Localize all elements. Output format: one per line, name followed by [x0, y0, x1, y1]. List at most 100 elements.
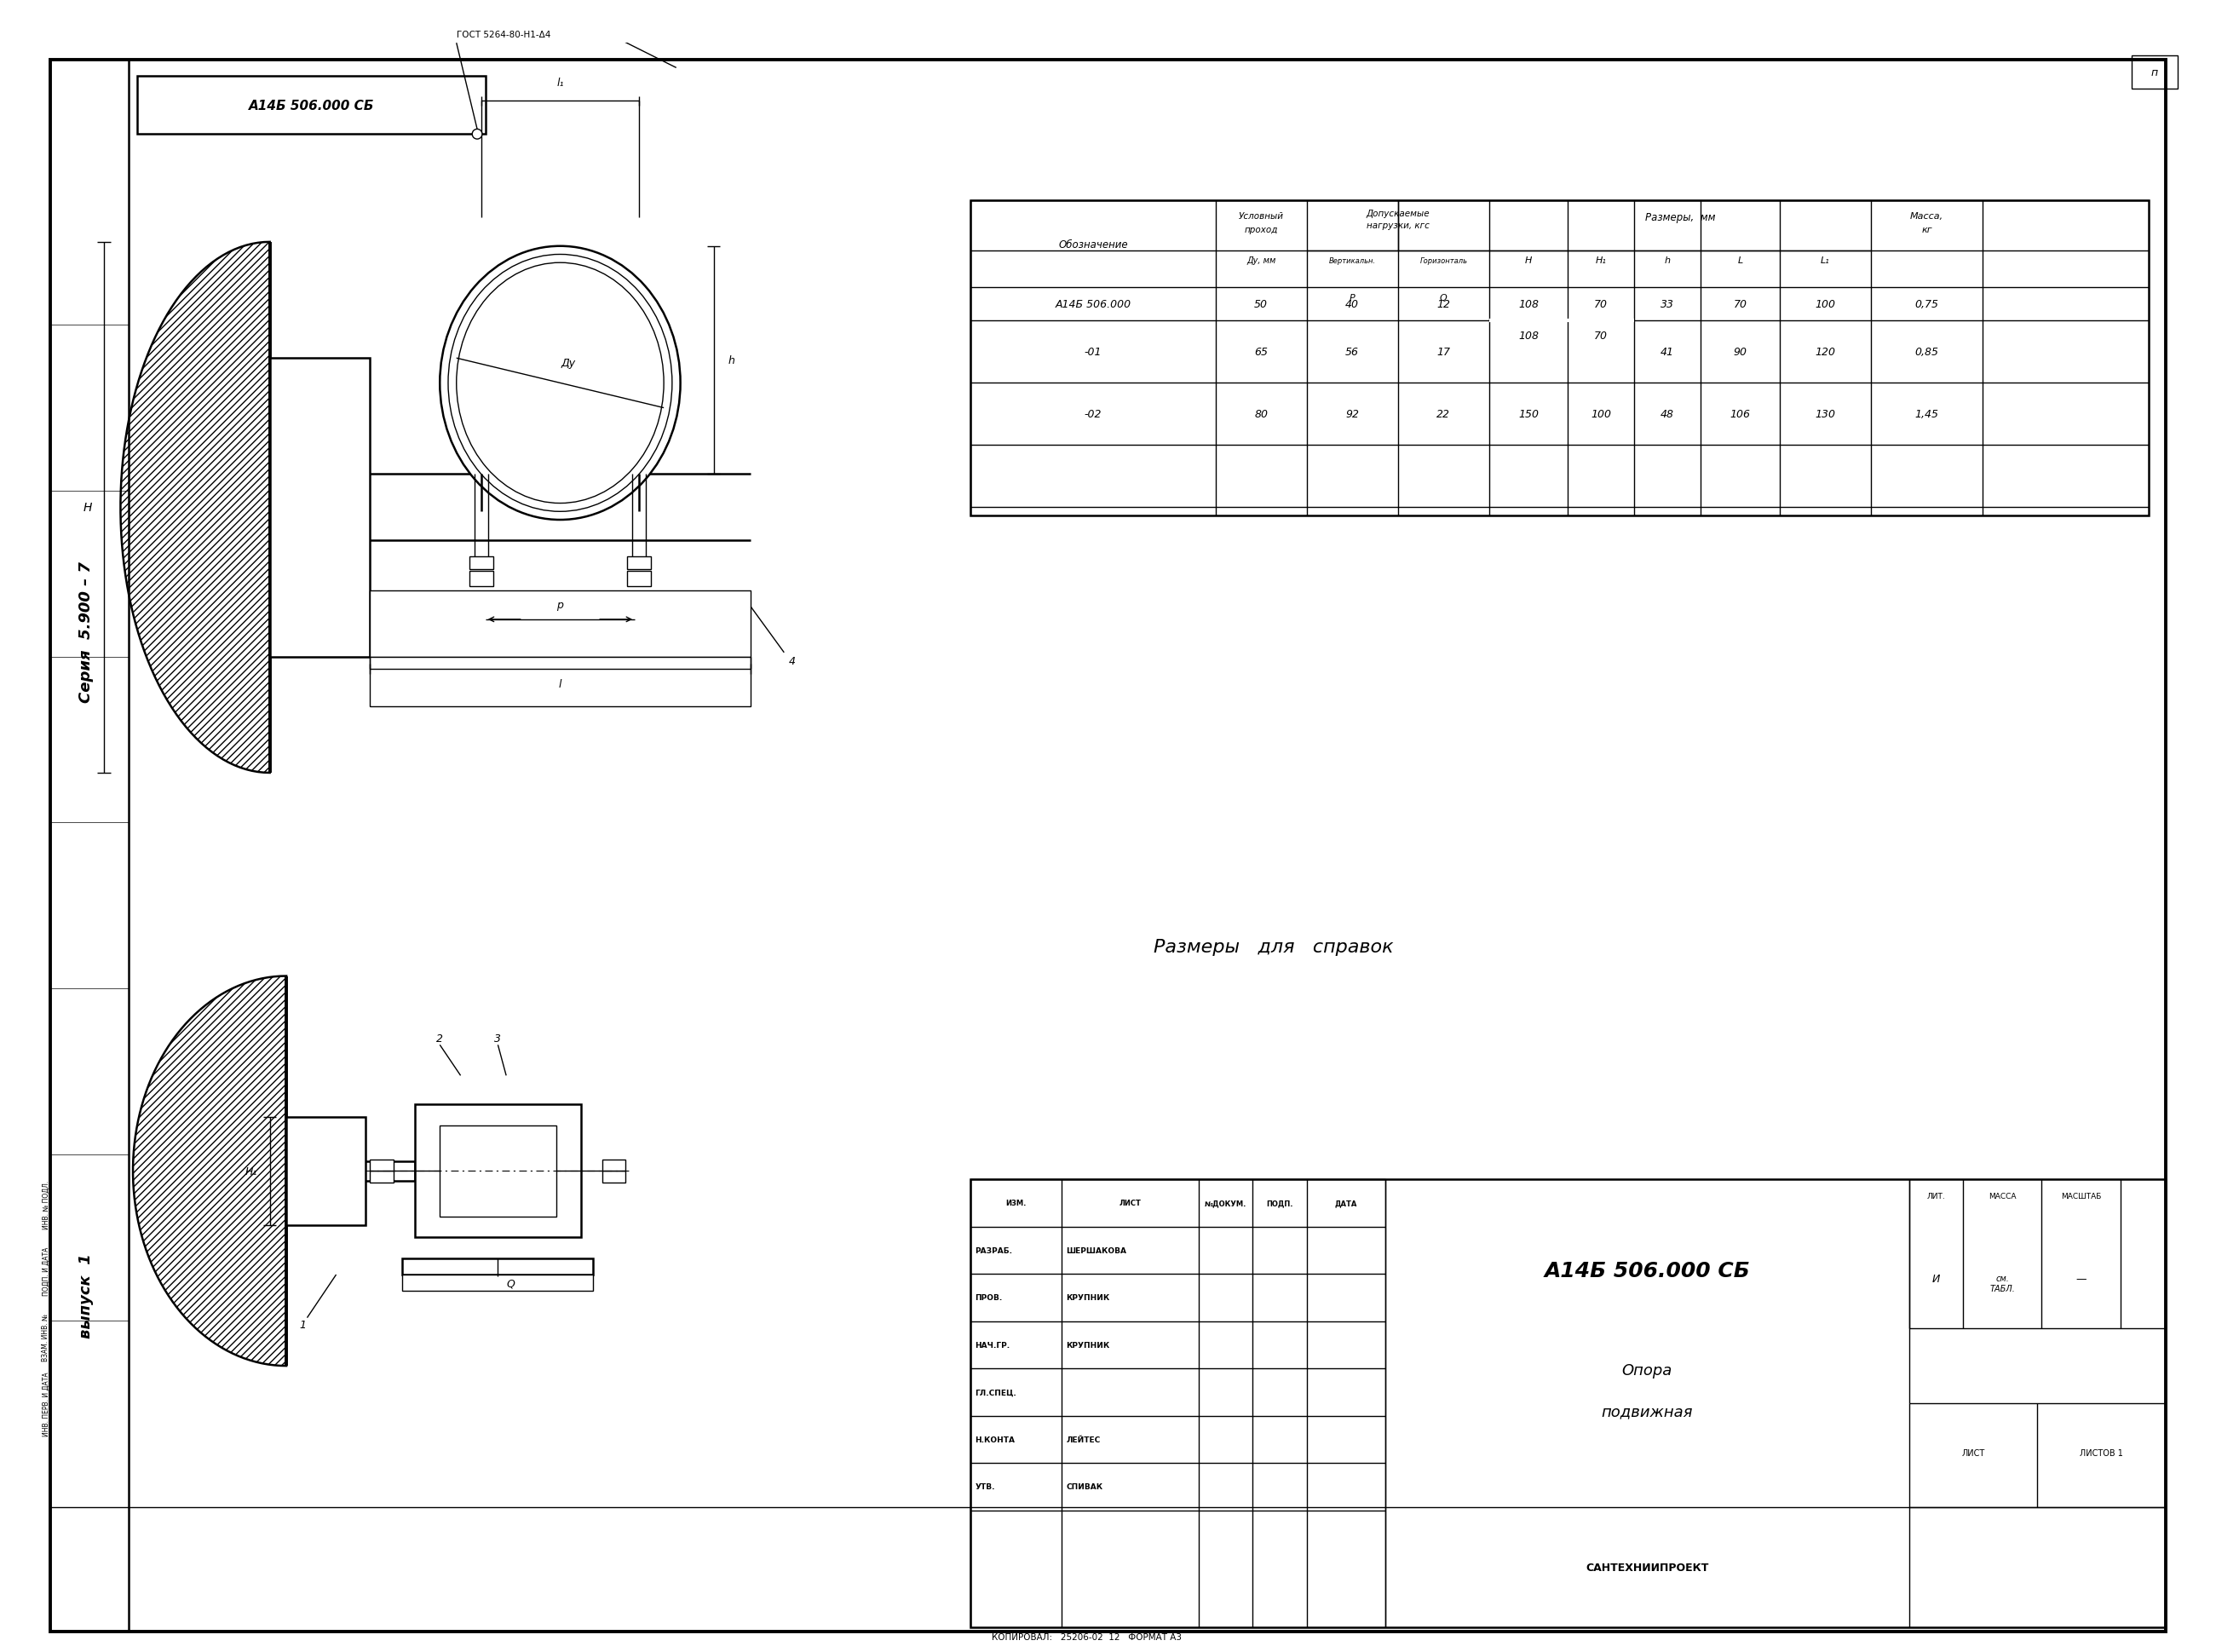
Text: УТВ.: УТВ.: [975, 1483, 995, 1490]
Text: Вертикальн.: Вертикальн.: [1330, 258, 1376, 264]
Text: подвижная: подвижная: [1602, 1404, 1693, 1419]
Text: 1,45: 1,45: [1915, 410, 1939, 420]
Text: МАССА: МАССА: [1988, 1193, 2017, 1199]
Bar: [2132, 56, 2178, 89]
Text: КРУПНИК: КРУПНИК: [1066, 1294, 1110, 1302]
Text: ГОСТ 5264-80-Н1-Δ4: ГОСТ 5264-80-Н1-Δ4: [456, 31, 550, 40]
Text: Ду: Ду: [561, 357, 576, 368]
Text: H: H: [82, 502, 91, 514]
Text: h: h: [1664, 256, 1671, 264]
Text: 108: 108: [1518, 299, 1538, 311]
Text: ИНВ. № ПОДЛ.: ИНВ. № ПОДЛ.: [42, 1180, 49, 1229]
Text: -02: -02: [1084, 410, 1101, 420]
Text: выпуск  1: выпуск 1: [78, 1252, 93, 1338]
Text: ПРОВ.: ПРОВ.: [975, 1294, 1002, 1302]
Text: СПИВАК: СПИВАК: [1066, 1483, 1104, 1490]
Text: 65: 65: [1254, 347, 1268, 358]
Polygon shape: [133, 976, 286, 1366]
Text: А14Б 506.000 СБ: А14Б 506.000 СБ: [248, 99, 375, 112]
Bar: [470, 572, 492, 586]
Text: САНТЕХНИИПРОЕКТ: САНТЕХНИИПРОЕКТ: [1587, 1561, 1709, 1573]
Text: P: P: [1350, 294, 1356, 302]
Text: 3: 3: [494, 1032, 501, 1044]
Text: КРУПНИК: КРУПНИК: [1066, 1341, 1110, 1348]
Text: 70: 70: [1593, 299, 1609, 311]
Text: L: L: [1737, 256, 1742, 264]
Bar: [286, 1117, 366, 1226]
Text: 12: 12: [1436, 299, 1449, 311]
Text: Н.КОНТА: Н.КОНТА: [975, 1436, 1015, 1444]
Text: №ДОКУМ.: №ДОКУМ.: [1206, 1199, 1248, 1208]
Text: 106: 106: [1731, 410, 1751, 420]
Text: ЛИСТ: ЛИСТ: [1119, 1199, 1141, 1208]
Text: ДАТА: ДАТА: [1334, 1199, 1358, 1208]
Text: Масса,: Масса,: [1910, 211, 1943, 220]
Text: 48: 48: [1660, 410, 1675, 420]
Text: А14Б 506.000 СБ: А14Б 506.000 СБ: [1545, 1260, 1751, 1280]
Text: ЛИТ.: ЛИТ.: [1926, 1193, 1946, 1199]
Text: ВЗАМ. ИНВ. №: ВЗАМ. ИНВ. №: [42, 1313, 49, 1361]
Text: НАЧ.ГР.: НАЧ.ГР.: [975, 1341, 1010, 1348]
Text: Опора: Опора: [1622, 1363, 1673, 1378]
Text: 33: 33: [1660, 299, 1675, 311]
Text: 56: 56: [1345, 347, 1358, 358]
Text: 17: 17: [1436, 347, 1449, 358]
Text: ПОДП.: ПОДП.: [1265, 1199, 1294, 1208]
Bar: [137, 76, 485, 135]
Text: Условный: Условный: [1239, 211, 1283, 220]
Bar: [370, 657, 751, 707]
Text: L₁: L₁: [1822, 256, 1830, 264]
Text: Обозначение: Обозначение: [1059, 240, 1128, 249]
Text: l: l: [558, 679, 561, 691]
Text: Q: Q: [505, 1277, 514, 1289]
Text: 120: 120: [1815, 347, 1835, 358]
Bar: [627, 557, 652, 570]
Bar: [370, 1160, 394, 1171]
Text: 100: 100: [1815, 299, 1835, 311]
Text: 90: 90: [1733, 347, 1746, 358]
Text: Размеры,  мм: Размеры, мм: [1644, 211, 1715, 223]
Ellipse shape: [456, 263, 665, 504]
Text: МАСШТАБ: МАСШТАБ: [2061, 1193, 2101, 1199]
Text: 40: 40: [1345, 299, 1358, 311]
Ellipse shape: [448, 254, 671, 512]
Text: 2: 2: [437, 1032, 443, 1044]
Bar: [470, 557, 492, 570]
Text: Ду, мм: Ду, мм: [1245, 256, 1276, 264]
Text: Серия  5.900 – 7: Серия 5.900 – 7: [78, 562, 93, 702]
Text: Размеры   для   справок: Размеры для справок: [1155, 938, 1394, 957]
Text: ЛИСТОВ 1: ЛИСТОВ 1: [2081, 1449, 2123, 1457]
Ellipse shape: [439, 246, 680, 520]
Text: РАЗРАБ.: РАЗРАБ.: [975, 1247, 1013, 1254]
Text: H: H: [1525, 256, 1531, 264]
Text: -01: -01: [1084, 347, 1101, 358]
Circle shape: [472, 131, 483, 140]
Text: ИЗМ.: ИЗМ.: [1006, 1199, 1026, 1208]
Text: нагрузки, кгс: нагрузки, кгс: [1367, 221, 1429, 230]
Text: Горизонталь: Горизонталь: [1420, 258, 1467, 264]
Text: ПОДП. И ДАТА: ПОДП. И ДАТА: [42, 1246, 49, 1295]
Bar: [439, 1125, 556, 1218]
Text: H₁: H₁: [1596, 256, 1607, 264]
Text: кг: кг: [1921, 226, 1932, 235]
Text: 4: 4: [789, 656, 796, 667]
Text: 22: 22: [1436, 410, 1449, 420]
Text: l₁: l₁: [556, 78, 563, 89]
Bar: [627, 572, 652, 586]
Polygon shape: [120, 243, 270, 773]
Bar: [971, 202, 2150, 515]
Text: 41: 41: [1660, 347, 1675, 358]
Text: 70: 70: [1593, 330, 1609, 342]
Text: ИНВ. ПЕРВ. И ДАТА: ИНВ. ПЕРВ. И ДАТА: [42, 1371, 49, 1436]
Bar: [370, 591, 751, 657]
Text: 50: 50: [1254, 299, 1268, 311]
Text: 100: 100: [1591, 410, 1611, 420]
Text: ШЕРШАКОВА: ШЕРШАКОВА: [1066, 1247, 1126, 1254]
Text: ГЛ.СПЕЦ.: ГЛ.СПЕЦ.: [975, 1388, 1017, 1396]
Text: И: И: [1932, 1274, 1939, 1285]
Text: см.
ТАБЛ.: см. ТАБЛ.: [1990, 1274, 2014, 1292]
Bar: [370, 1171, 394, 1183]
Text: ЛИСТ: ЛИСТ: [1961, 1449, 1986, 1457]
Bar: [414, 1105, 581, 1237]
Text: ЛЕЙТЕС: ЛЕЙТЕС: [1066, 1436, 1101, 1444]
